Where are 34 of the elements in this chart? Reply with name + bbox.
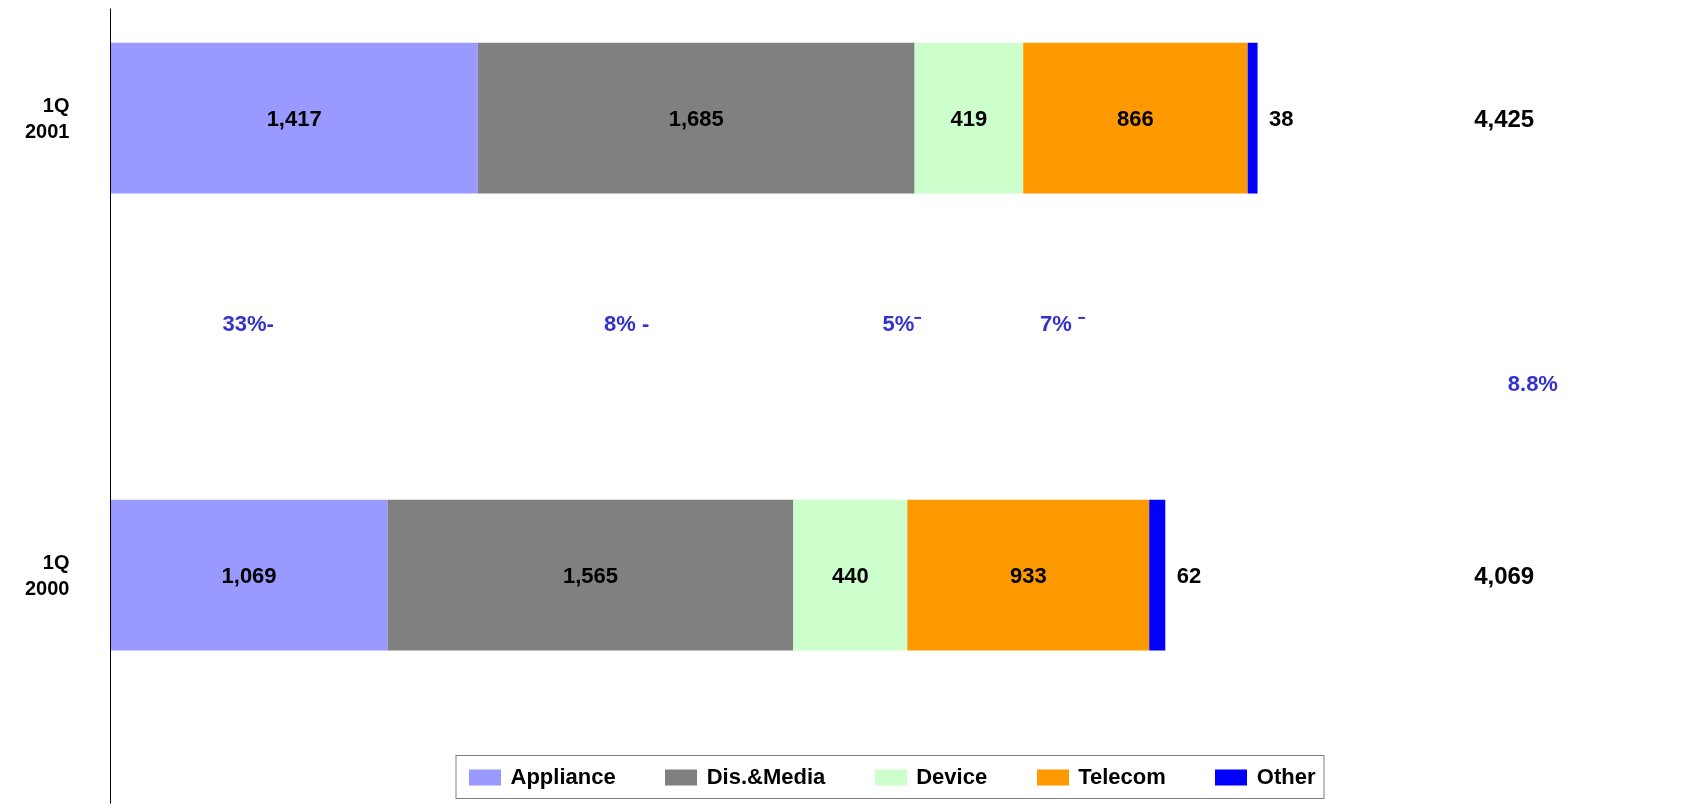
data-label: 38 xyxy=(1269,105,1294,131)
data-label: 440 xyxy=(831,562,869,588)
text: 4,425 xyxy=(1474,104,1535,132)
bar xyxy=(1149,499,1166,651)
legend-label: Telecom xyxy=(1078,764,1166,790)
bar xyxy=(477,42,915,194)
data-label: 933 xyxy=(1009,562,1047,588)
data-label: 419 xyxy=(950,105,988,131)
data-label: 866 xyxy=(1117,105,1154,131)
bar xyxy=(907,499,1150,651)
bar xyxy=(1023,42,1248,194)
data-label: 1,565 xyxy=(562,562,618,588)
annotation: 8% - xyxy=(604,311,650,337)
bar xyxy=(387,499,794,651)
legend-label: Device xyxy=(916,764,988,790)
y-tick-label: 1Q 2000 xyxy=(25,550,70,600)
text: 4,069 xyxy=(1474,561,1535,589)
data-label: 1,417 xyxy=(266,105,322,131)
data-label: 1,069 xyxy=(221,562,277,588)
bar xyxy=(914,42,1024,194)
bar xyxy=(1247,42,1258,194)
data-label: 62 xyxy=(1176,562,1202,588)
data-label: 1,685 xyxy=(668,105,724,131)
legend-label: Dis.&Media xyxy=(706,764,826,790)
annotation: 33%- xyxy=(222,311,274,337)
annotation: 5%⁻ xyxy=(882,311,923,337)
bar xyxy=(110,42,478,194)
legend-label: Other xyxy=(1256,764,1316,790)
text: 8.8% xyxy=(1507,370,1558,396)
bar xyxy=(110,499,388,651)
bar xyxy=(793,499,908,651)
legend-label: Appliance xyxy=(510,764,616,790)
annotation: 7% ⁻ xyxy=(1040,311,1087,337)
y-tick-label: 1Q 2001 xyxy=(25,93,70,143)
